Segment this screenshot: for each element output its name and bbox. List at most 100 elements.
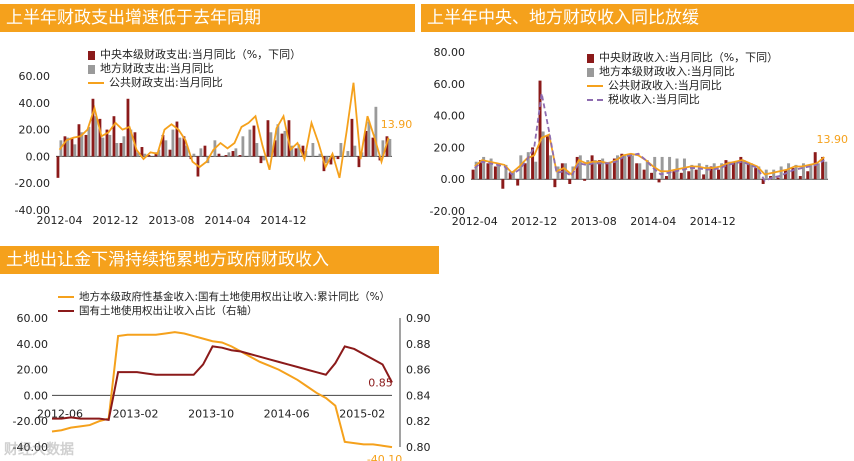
bar: [727, 161, 731, 180]
bar: [679, 172, 683, 180]
bar: [620, 153, 624, 180]
bar: [234, 148, 238, 157]
bar: [374, 106, 378, 157]
legend-label: 地方本级政府性基金收入:国有土地使用权出让收入:累计同比（%）: [79, 291, 391, 303]
bar: [687, 171, 691, 180]
y-tick-label: 40.00: [17, 338, 49, 351]
bar: [119, 143, 123, 157]
bar: [325, 156, 329, 164]
bar: [534, 161, 538, 180]
chart-legend: 地方本级政府性基金收入:国有土地使用权出让收入:累计同比（%） 国有土地使用权出…: [58, 290, 390, 318]
y-tick-label: 60.00: [19, 70, 51, 83]
x-tick-label: 2014-04: [205, 214, 251, 227]
bar: [493, 166, 497, 180]
bar: [549, 155, 553, 180]
legend-item: 国有土地使用权出让收入占比（右轴）: [58, 304, 390, 318]
bar: [583, 179, 587, 181]
bar: [616, 155, 619, 180]
bar: [690, 164, 694, 180]
bar: [238, 155, 242, 157]
y-tick-label: -20.00: [430, 205, 465, 218]
bar: [91, 98, 95, 157]
panel-fiscal-revenue: 上半年中央、地方财政收入同比放缓 80.00 60.00 40.00 20.00 0.0…: [421, 4, 854, 236]
bar: [290, 145, 294, 157]
legend-label: 税收收入:当月同比: [608, 93, 700, 106]
bar: [664, 176, 668, 180]
bar: [717, 169, 721, 180]
bar: [598, 160, 602, 180]
y-tick-label: 40.00: [434, 110, 466, 123]
x-tick-label: 2014-12: [261, 214, 307, 227]
bar: [668, 156, 672, 180]
bar: [224, 155, 228, 157]
y2-tick-label: 0.82: [406, 415, 431, 428]
bar: [705, 164, 709, 180]
legend-item: 中央财政收入:当月同比（%，下同）: [587, 51, 778, 65]
bar: [553, 179, 557, 188]
bar: [489, 158, 493, 180]
x-tick-label: 2014-04: [630, 215, 676, 228]
bar: [311, 143, 315, 157]
bar: [601, 158, 605, 180]
bar: [635, 163, 639, 180]
y-tick-label: 60.00: [434, 78, 466, 91]
bar: [575, 156, 579, 180]
y-tick-label: -40.00: [13, 441, 48, 454]
bar: [541, 131, 545, 180]
bar: [757, 166, 761, 180]
bar: [339, 143, 343, 157]
panel-fiscal-expenditure: 上半年财政支出增速低于去年同期 60.00 40.00 20.00 0.00 -20.0…: [0, 4, 415, 234]
legend-label: 地方财政支出:当月同比: [100, 62, 214, 75]
bar: [388, 138, 392, 157]
bar: [231, 151, 235, 157]
chart-legend: 中央本级财政支出:当月同比（%，下同） 地方财政支出:当月同比 公共财政支出:当…: [88, 48, 301, 90]
bar: [66, 137, 70, 157]
x-tick-label: 2012-04: [37, 214, 83, 227]
series-line: [51, 331, 393, 449]
legend-label: 国有土地使用权出让收入占比（右轴）: [79, 305, 258, 317]
bar: [346, 151, 350, 157]
legend-item: 公共财政收入:当月同比: [587, 79, 778, 93]
bar: [657, 179, 661, 183]
bar: [779, 166, 783, 180]
legend-swatch: [88, 64, 95, 74]
bar: [816, 163, 820, 180]
bar: [199, 148, 203, 157]
bar: [357, 156, 361, 168]
legend-item: 公共财政支出:当月同比: [88, 76, 301, 90]
y2-tick-label: 0.86: [406, 364, 431, 377]
bar: [140, 147, 144, 157]
bar: [101, 137, 105, 157]
bar: [185, 145, 189, 157]
panel-title: 上半年财政支出增速低于去年同期: [0, 4, 415, 32]
legend-label: 公共财政收入:当月同比: [608, 79, 722, 92]
bar: [182, 136, 186, 157]
bar: [266, 120, 270, 157]
bar: [87, 126, 91, 157]
bar: [301, 145, 305, 157]
bar: [660, 156, 664, 180]
bar: [248, 129, 252, 157]
bar: [129, 129, 133, 157]
bar: [329, 156, 333, 165]
bar: [154, 152, 158, 157]
y2-tick-label: 0.84: [406, 389, 431, 402]
bar: [791, 168, 795, 180]
bar: [273, 140, 277, 157]
bar: [590, 155, 594, 180]
y-tick-label: -20.00: [13, 415, 48, 428]
x-tick-label: 2013-10: [188, 407, 234, 420]
bar: [712, 163, 716, 180]
y2-tick-label: 0.88: [406, 338, 431, 351]
panel-land-revenue: 土地出让金下滑持续拖累地方政府财政收入 60.00 40.00 20.00 0.00 -…: [0, 246, 440, 461]
y-tick-label: 60.00: [17, 312, 49, 325]
bar: [538, 80, 542, 180]
legend-item: 中央本级财政支出:当月同比（%，下同）: [88, 48, 301, 62]
panel-title: 土地出让金下滑持续拖累地方政府财政收入: [0, 246, 439, 274]
bar: [171, 129, 175, 157]
bar: [367, 121, 371, 157]
bar: [217, 153, 221, 157]
bar: [650, 172, 654, 180]
bar: [702, 174, 706, 180]
